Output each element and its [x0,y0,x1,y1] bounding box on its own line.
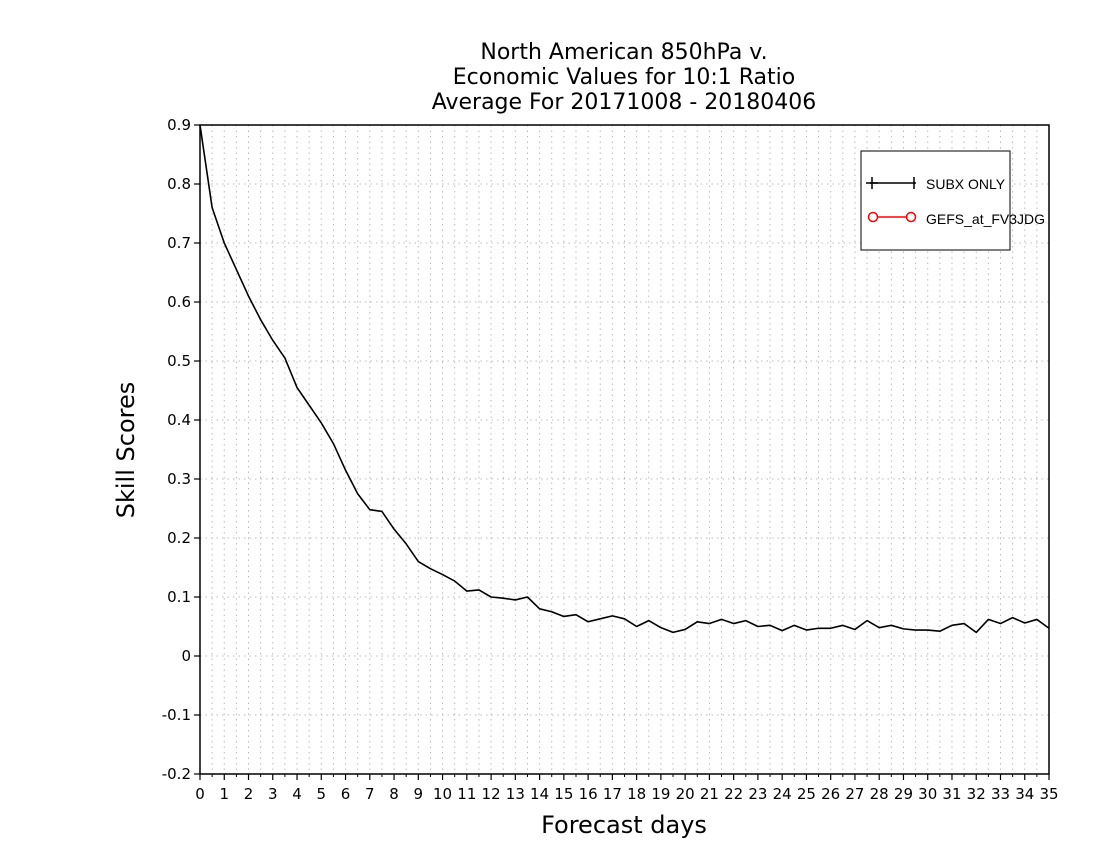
x-tick-label: 14 [530,785,549,803]
x-tick-label: 31 [942,785,961,803]
x-tick-label: 8 [389,785,399,803]
chart-title-line-3: Average For 20171008 - 20180406 [432,90,817,115]
x-tick-label: 13 [506,785,525,803]
x-tick-label: 21 [700,785,719,803]
y-axis-ticks: -0.2 -0.1 0 0.1 0.2 0.3 0.4 0.5 0.6 0.7 0.8 0.9 [162,116,200,783]
y-tick-label: 0.2 [167,529,191,547]
x-tick-label: 6 [341,785,351,803]
x-tick-label: 12 [482,785,501,803]
legend-label-gefs: GEFS_at_FV3JDG [926,211,1045,227]
x-tick-label: 29 [894,785,913,803]
x-tick-label: 2 [244,785,254,803]
x-tick-label: 10 [433,785,452,803]
x-axis-ticks: 0 1 2 3 4 5 6 7 8 9 10 11 12 13 14 15 16 17 18 19 20 21 22 23 24… [195,774,1059,803]
chart-title-line-2: Economic Values for 10:1 Ratio [453,65,795,90]
chart-title: North American 850hPa v. Economic Values… [432,40,817,115]
y-tick-label: 0 [181,647,191,665]
x-tick-label: 9 [414,785,424,803]
y-tick-label: -0.2 [162,765,191,783]
chart-title-line-1: North American 850hPa v. [480,40,767,65]
x-tick-label: 11 [457,785,476,803]
y-tick-label: 0.5 [167,352,191,370]
x-tick-label: 25 [797,785,816,803]
y-tick-label: -0.1 [162,706,191,724]
x-tick-label: 22 [724,785,743,803]
x-tick-label: 1 [219,785,229,803]
legend-label-subx: SUBX ONLY [926,176,1006,192]
x-tick-label: 15 [554,785,573,803]
x-tick-label: 4 [292,785,302,803]
y-tick-label: 0.3 [167,470,191,488]
x-tick-label: 35 [1039,785,1058,803]
x-tick-label: 19 [651,785,670,803]
series-line-0 [199,124,1050,634]
x-tick-label: 32 [967,785,986,803]
y-tick-label: 0.6 [167,293,191,311]
x-tick-label: 18 [627,785,646,803]
x-axis-label: Forecast days [541,811,707,839]
x-tick-label: 34 [1015,785,1034,803]
x-tick-label: 20 [676,785,695,803]
x-tick-label: 16 [579,785,598,803]
x-tick-label: 3 [268,785,278,803]
legend-box [860,150,1011,251]
x-tick-label: 17 [603,785,622,803]
x-tick-label: 28 [870,785,889,803]
x-tick-label: 27 [845,785,864,803]
x-tick-label: 30 [918,785,937,803]
legend-marker-gefs-1 [867,211,879,223]
x-tick-label: 23 [748,785,767,803]
legend-marker-gefs-2 [905,211,917,223]
x-tick-label: 7 [365,785,375,803]
x-tick-label: 24 [773,785,792,803]
plot-frame [199,124,1050,775]
x-tick-label: 0 [195,785,205,803]
y-tick-label: 0.8 [167,175,191,193]
legend: SUBX ONLY GEFS_at_FV3JDG [860,150,1045,251]
y-tick-label: 0.9 [167,116,191,134]
x-tick-label: 33 [991,785,1010,803]
y-tick-label: 0.7 [167,234,191,252]
gridlines [200,125,1049,774]
x-tick-label: 5 [317,785,327,803]
y-tick-label: 0.4 [167,411,191,429]
y-tick-label: 0.1 [167,588,191,606]
x-tick-label: 26 [821,785,840,803]
series-lines [199,124,1050,634]
y-axis-label: Skill Scores [112,382,140,519]
